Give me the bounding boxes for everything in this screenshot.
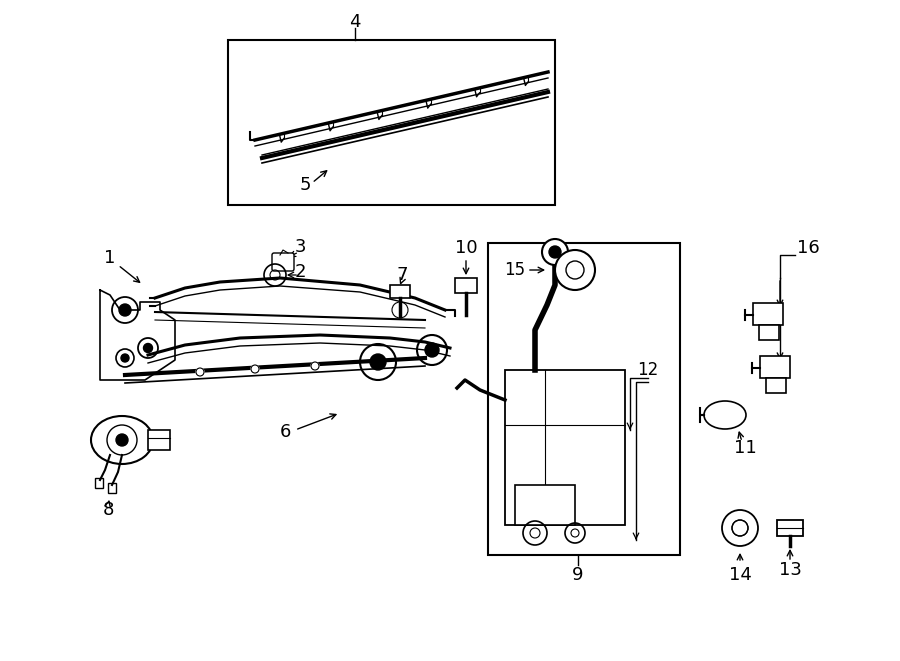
Bar [455, 278, 477, 293]
Circle shape [311, 362, 319, 370]
Ellipse shape [91, 416, 153, 464]
Circle shape [116, 434, 128, 446]
Text: 10: 10 [454, 239, 477, 257]
Circle shape [119, 304, 131, 316]
Bar [148, 430, 170, 450]
Text: 12: 12 [637, 361, 659, 379]
Bar [766, 378, 786, 393]
Text: 14: 14 [729, 566, 751, 584]
Circle shape [370, 354, 386, 370]
Circle shape [566, 261, 584, 279]
Text: 15: 15 [504, 261, 526, 279]
Text: 9: 9 [572, 566, 584, 584]
Circle shape [549, 246, 561, 258]
Text: 13: 13 [778, 561, 801, 579]
Bar [228, 40, 555, 205]
Bar [95, 478, 103, 488]
FancyBboxPatch shape [272, 253, 294, 271]
Bar [390, 285, 410, 298]
Circle shape [732, 520, 748, 536]
Text: 5: 5 [299, 176, 310, 194]
Text: 8: 8 [103, 501, 113, 519]
Circle shape [121, 354, 129, 362]
Bar [759, 325, 779, 340]
Text: 16: 16 [796, 239, 819, 257]
Text: 1: 1 [104, 249, 116, 267]
Circle shape [542, 239, 568, 265]
Circle shape [555, 250, 595, 290]
Text: 3: 3 [294, 238, 306, 256]
Circle shape [143, 344, 152, 352]
Text: 11: 11 [734, 439, 756, 457]
Circle shape [196, 368, 204, 376]
Circle shape [722, 510, 758, 546]
Ellipse shape [704, 401, 746, 429]
Bar [505, 370, 625, 525]
Circle shape [251, 365, 259, 373]
Bar [760, 356, 790, 378]
Bar [108, 483, 116, 493]
Bar [777, 520, 803, 536]
Text: 4: 4 [349, 13, 361, 31]
Text: 6: 6 [279, 423, 291, 441]
Text: 7: 7 [396, 266, 408, 284]
Text: 2: 2 [294, 263, 306, 281]
Bar [515, 485, 575, 525]
Circle shape [425, 343, 439, 357]
Polygon shape [100, 290, 175, 380]
Bar [488, 243, 680, 555]
Bar [753, 303, 783, 325]
